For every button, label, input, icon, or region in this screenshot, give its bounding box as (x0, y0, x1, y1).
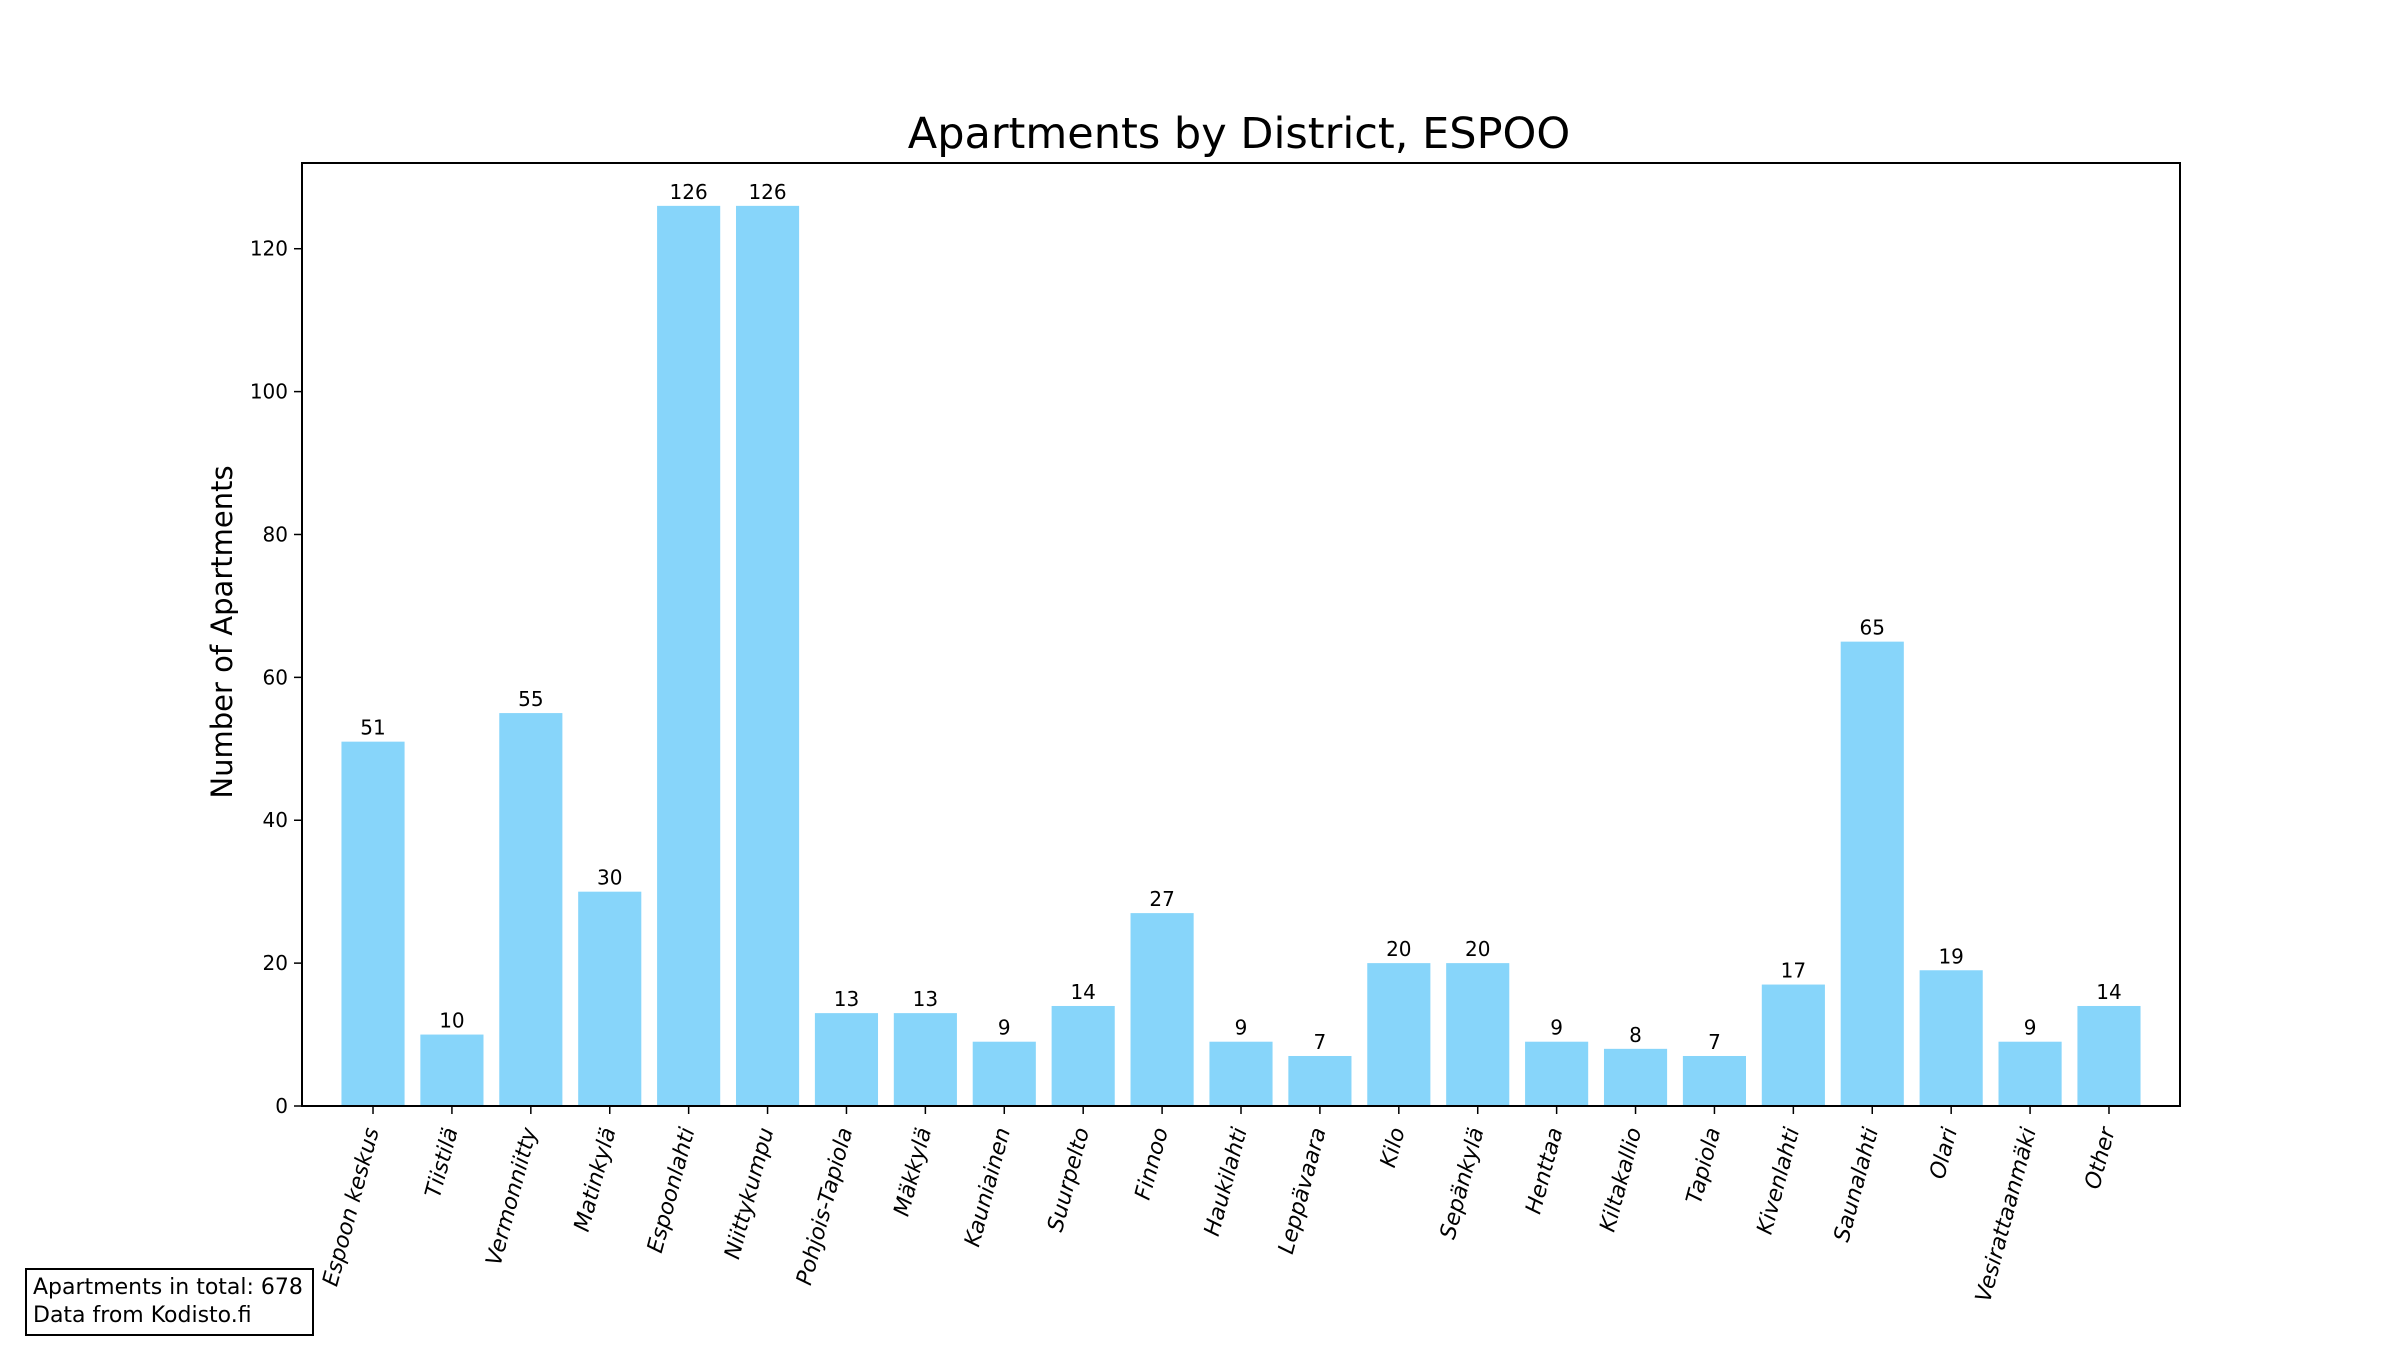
bar (1130, 913, 1194, 1106)
bar (1446, 963, 1510, 1106)
bar (420, 1034, 484, 1106)
y-axis: 0 20 40 60 80 100 120 (250, 237, 302, 1118)
x-tick-label: Kiltakallio (1596, 1125, 1648, 1235)
bar (1761, 984, 1825, 1106)
bar-value-label: 65 (1860, 616, 1885, 640)
x-tick-label: Vesirattaanmäki (1971, 1125, 2042, 1305)
x-tick-label: Pohjois-Tapiola (792, 1125, 858, 1288)
bar-value-label: 8 (1629, 1023, 1642, 1047)
bar-value-label: 7 (1314, 1030, 1327, 1054)
x-tick-label: Espoon keskus (318, 1125, 384, 1289)
bar-value-label: 19 (1938, 944, 1963, 968)
bars-group (341, 205, 2141, 1106)
bar-value-label: 20 (1386, 937, 1411, 961)
footnote-source: Data from Kodisto.fi (33, 1303, 252, 1328)
x-tick-label: Haukilahti (1200, 1125, 1253, 1239)
bar (893, 1013, 957, 1106)
value-labels-group: 51 10 55 30 126 126 13 13 9 14 27 9 7 20 20 9 8 7 17 65 19 9 1… (360, 180, 2121, 1054)
footnote-total: Apartments in total: 678 (33, 1275, 303, 1300)
plot-frame (301, 162, 2181, 1107)
bar (1367, 963, 1431, 1106)
bar (1919, 970, 1983, 1106)
x-tick-label: Olari (1925, 1125, 1963, 1182)
x-tick-label: Vermonniitty (482, 1124, 543, 1268)
bar-value-label: 13 (913, 987, 938, 1011)
x-tick-label: Leppävaara (1274, 1125, 1332, 1257)
y-tick-label: 20 (263, 951, 288, 975)
bar-value-label: 126 (748, 180, 786, 204)
x-tick-label: Kivenlahti (1753, 1125, 1805, 1237)
bar-value-label: 7 (1708, 1030, 1721, 1054)
bar (1209, 1041, 1273, 1106)
y-tick-label: 40 (263, 808, 288, 832)
bar (1051, 1005, 1115, 1106)
x-tick-label: Other (2080, 1123, 2121, 1192)
x-tick-label: Mäkkylä (890, 1125, 938, 1219)
bar (1682, 1055, 1747, 1106)
y-tick-label: 60 (263, 665, 288, 689)
bar-value-label: 30 (597, 866, 622, 890)
x-tick-label: Saunalahti (1830, 1125, 1884, 1245)
bar (657, 205, 721, 1106)
x-tick-label: Sepänkylä (1436, 1125, 1490, 1242)
bar-value-label: 17 (1781, 959, 1806, 983)
y-tick-label: 100 (250, 380, 288, 404)
bar-value-label: 9 (998, 1016, 1011, 1040)
bar-value-label: 14 (2096, 980, 2121, 1004)
x-tick-label: Finnoo (1131, 1125, 1174, 1203)
x-tick-label: Tapiola (1682, 1125, 1726, 1207)
bar (814, 1013, 879, 1106)
bar-value-label: 55 (518, 687, 543, 711)
chart-title: Apartments by District, ESPOO (908, 109, 1570, 159)
bar (1603, 1048, 1668, 1106)
x-tick-label: Kilo (1376, 1125, 1411, 1170)
x-tick-label: Matinkylä (570, 1125, 622, 1234)
bar (972, 1041, 1036, 1106)
bar (578, 891, 642, 1106)
x-tick-label: Henttaa (1521, 1125, 1568, 1217)
y-tick-label: 120 (250, 237, 288, 261)
bar-value-label: 9 (1235, 1016, 1248, 1040)
bar-value-label: 9 (2024, 1016, 2037, 1040)
x-tick-label: Tiistilä (421, 1125, 464, 1201)
y-tick-label: 0 (275, 1094, 288, 1118)
y-axis-label: Number of Apartments (205, 465, 239, 798)
x-axis: Espoon keskus Tiistilä Vermonniitty Matinky… (318, 1106, 2121, 1305)
bar (2077, 1005, 2141, 1106)
x-tick-label: Kauniainen (960, 1125, 1016, 1249)
bar (341, 741, 405, 1106)
bar-value-label: 10 (439, 1009, 464, 1033)
bar (1288, 1055, 1352, 1106)
y-tick-label: 80 (263, 522, 288, 546)
bar (499, 713, 563, 1106)
bar (1998, 1041, 2062, 1106)
x-tick-label: Espoonlahti (643, 1125, 700, 1256)
bar (1840, 641, 1904, 1106)
bar (735, 205, 800, 1106)
bar-value-label: 13 (834, 987, 859, 1011)
bar-value-label: 126 (670, 180, 708, 204)
x-tick-label: Suurpelto (1043, 1125, 1095, 1234)
bar-value-label: 20 (1465, 937, 1490, 961)
bar-value-label: 9 (1550, 1016, 1563, 1040)
footnote-box: Apartments in total: 678 Data from Kodis… (25, 1268, 314, 1336)
bar-value-label: 27 (1149, 887, 1174, 911)
bar-value-label: 14 (1070, 980, 1095, 1004)
bar-value-label: 51 (360, 716, 385, 740)
bar (1525, 1041, 1589, 1106)
x-tick-label: Niittykumpu (720, 1125, 779, 1262)
